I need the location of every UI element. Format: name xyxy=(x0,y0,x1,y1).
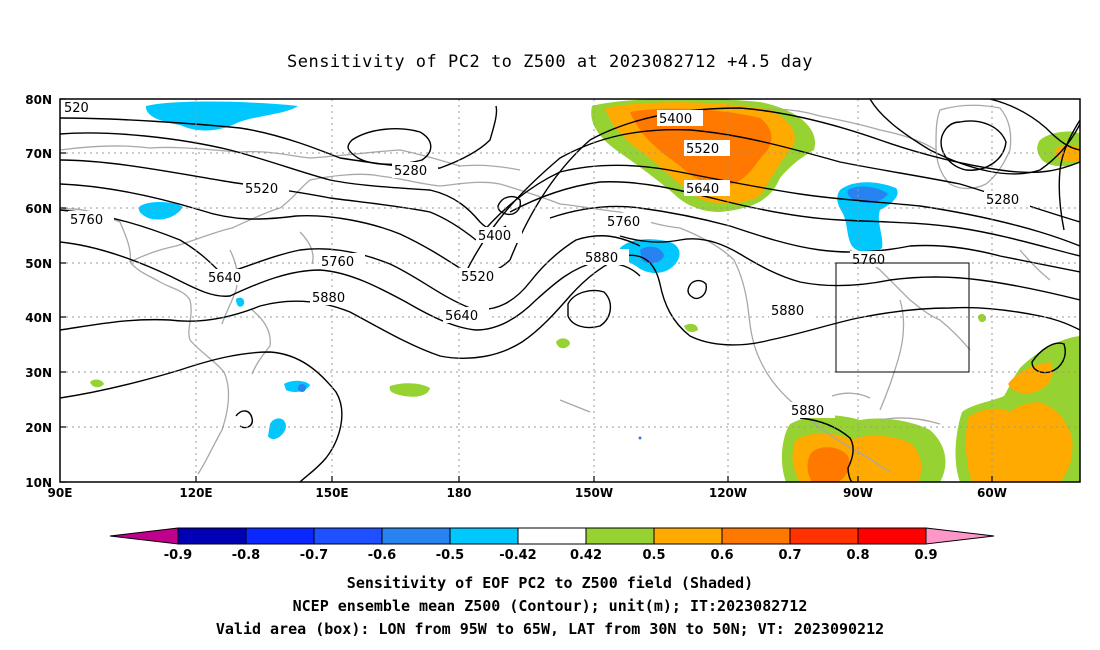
lon-label: 120W xyxy=(709,486,747,500)
lat-label: 80N xyxy=(25,93,52,107)
shade-orange-atlantic xyxy=(965,402,1073,482)
colorbar-bin xyxy=(245,527,315,545)
latitude-labels: 80N 70N 60N 50N 40N 30N 20N 10N xyxy=(25,93,52,490)
shade-blue-pacific-30n-core xyxy=(298,384,306,392)
lon-label: 60W xyxy=(977,486,1007,500)
contour-label: 5400 xyxy=(659,112,692,127)
shade-blue-kamchatka-west xyxy=(138,201,183,220)
map-panel: 520 5280 5520 5760 5640 5760 5880 5640 5… xyxy=(25,93,1081,500)
contour-label: 5880 xyxy=(312,291,345,306)
colorbar-bin xyxy=(789,527,859,545)
lat-lon-grid xyxy=(60,99,1080,482)
lat-label: 70N xyxy=(25,147,52,161)
map-background xyxy=(60,99,1080,482)
z500-contours xyxy=(60,99,1080,482)
contour-label: 5280 xyxy=(986,193,1019,208)
colorbar-label: 0.5 xyxy=(642,548,665,563)
lon-label: 120E xyxy=(179,486,212,500)
contour-label: 5640 xyxy=(445,309,478,324)
colorbar-bin xyxy=(857,527,927,545)
contour-label: 5400 xyxy=(478,229,511,244)
contour-label: 5760 xyxy=(321,255,354,270)
colorbar-label: 0.42 xyxy=(570,548,602,563)
valid-area-box xyxy=(835,262,970,373)
contour-label: 5760 xyxy=(852,253,885,268)
colorbar-above-triangle xyxy=(925,527,995,545)
colorbar-label: -0.9 xyxy=(164,548,192,563)
colorbar-bin xyxy=(517,527,587,545)
caption-line-3: Valid area (box): LON from 95W to 65W, L… xyxy=(216,620,884,638)
axis-ticks xyxy=(60,98,993,483)
figure-title: Sensitivity of PC2 to Z500 at 2023082712… xyxy=(287,52,813,72)
shade-blue-japan-small xyxy=(236,297,245,307)
colorbar-bin xyxy=(177,527,247,545)
shade-green-pacific-dot xyxy=(556,338,570,349)
shade-green-pacific-dot2 xyxy=(684,323,698,333)
lat-label: 60N xyxy=(25,202,52,216)
lat-label: 30N xyxy=(25,366,52,380)
lat-label: 50N xyxy=(25,257,52,271)
colorbar-label: 0.8 xyxy=(846,548,869,563)
lon-label: 180 xyxy=(446,486,471,500)
contour-label: 5520 xyxy=(245,182,278,197)
shade-darkorange-central-america xyxy=(807,447,850,482)
lon-label: 90W xyxy=(843,486,873,500)
shade-blue-pin-core xyxy=(638,436,642,440)
colorbar-bin xyxy=(449,527,519,545)
shade-green-nova-scotia xyxy=(978,313,986,323)
contour-label: 5760 xyxy=(607,215,640,230)
contour-label: 5520 xyxy=(461,270,494,285)
longitude-labels: 90E 120E 150E 180 150W 120W 90W 60W xyxy=(48,486,1007,500)
colorbar-label: -0.5 xyxy=(436,548,464,563)
lon-label: 150W xyxy=(575,486,613,500)
shade-orange-greenland xyxy=(1054,145,1080,162)
contour-label: 5880 xyxy=(771,304,804,319)
contour-label: 520 xyxy=(64,101,89,116)
colorbar-label: 0.6 xyxy=(710,548,733,563)
contour-label: 5640 xyxy=(686,182,719,197)
lat-label: 20N xyxy=(25,421,52,435)
colorbar-label: -0.6 xyxy=(368,548,396,563)
caption-line-1: Sensitivity of EOF PC2 to Z500 field (Sh… xyxy=(347,574,753,592)
colorbar-bin xyxy=(585,527,655,545)
shade-green-sib-small xyxy=(389,383,430,397)
colorbar-label: 0.9 xyxy=(914,548,937,563)
lon-label: 150E xyxy=(315,486,348,500)
colorbar-label: -0.7 xyxy=(300,548,328,563)
lon-label: 90E xyxy=(48,486,73,500)
shade-green-asia-dot xyxy=(90,379,104,388)
colorbar-label: 0.7 xyxy=(778,548,801,563)
contour-label: 5520 xyxy=(686,142,719,157)
contour-label: 5880 xyxy=(791,404,824,419)
colorbar-label: -0.42 xyxy=(499,548,536,563)
contour-label: 5640 xyxy=(208,271,241,286)
lat-label: 10N xyxy=(25,476,52,490)
colorbar-bin xyxy=(653,527,723,545)
colorbar-bin xyxy=(721,527,791,545)
colorbar-bin xyxy=(313,527,383,545)
colorbar-label: -0.8 xyxy=(232,548,260,563)
contour-label: 5760 xyxy=(70,213,103,228)
map-frame xyxy=(59,98,1081,483)
colorbar: -0.9 -0.8 -0.7 -0.6 -0.5 -0.42 0.42 0.5 0.6 0.7 0.… xyxy=(109,527,995,563)
colorbar-bin xyxy=(381,527,451,545)
shade-orange-atlantic-2 xyxy=(1008,362,1053,394)
shade-blue-pacific-20n xyxy=(268,418,286,440)
contour-labels: 520 5280 5520 5760 5640 5760 5880 5640 5… xyxy=(62,100,1030,419)
contour-label: 5280 xyxy=(394,164,427,179)
contour-label: 5880 xyxy=(585,251,618,266)
caption-line-2: NCEP ensemble mean Z500 (Contour); unit(… xyxy=(293,597,808,615)
colorbar-below-triangle xyxy=(109,527,179,545)
lat-label: 40N xyxy=(25,311,52,325)
